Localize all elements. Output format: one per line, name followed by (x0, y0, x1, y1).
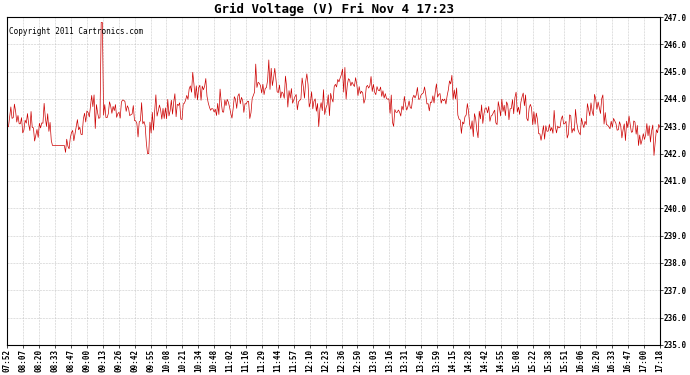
Text: Copyright 2011 Cartronics.com: Copyright 2011 Cartronics.com (9, 27, 144, 36)
Title: Grid Voltage (V) Fri Nov 4 17:23: Grid Voltage (V) Fri Nov 4 17:23 (214, 3, 453, 16)
